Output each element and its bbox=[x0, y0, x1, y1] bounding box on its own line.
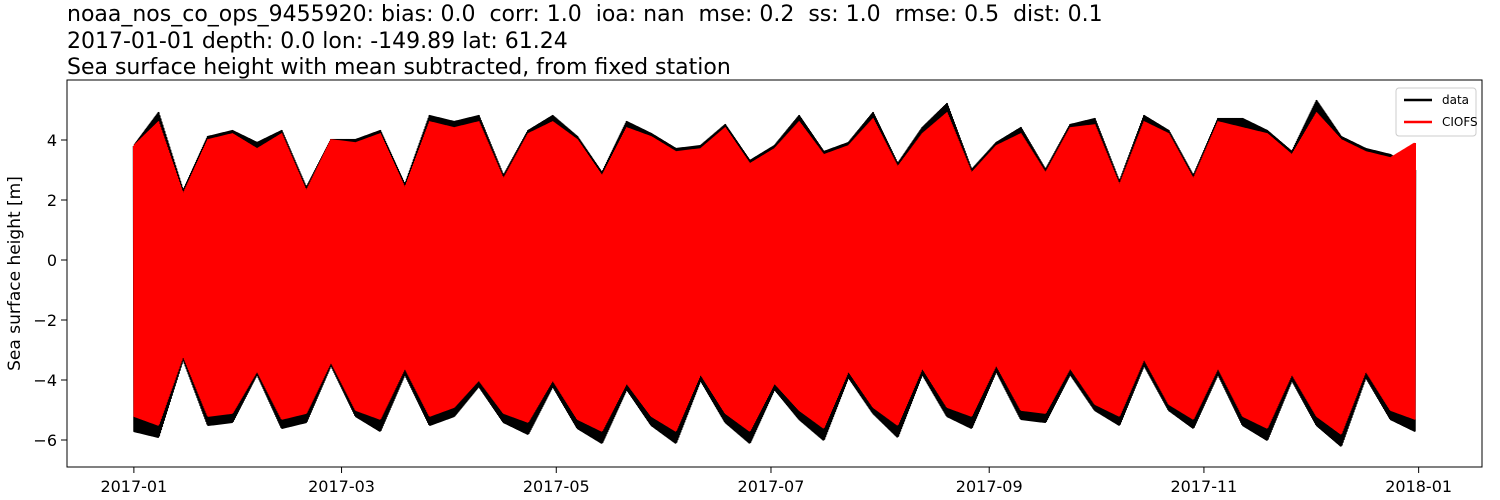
y-tick-label: −4 bbox=[33, 371, 57, 390]
series-layer bbox=[132, 99, 1417, 447]
x-axis: 2017-01 2017-03 2017-05 2017-07 2017-09 2017-… bbox=[100, 467, 1452, 496]
series-line-ciofs bbox=[132, 112, 1417, 435]
y-axis: −6 −4 −2 0 2 4 bbox=[33, 131, 67, 450]
x-tick-label: 2017-07 bbox=[738, 477, 805, 496]
x-tick-label: 2017-09 bbox=[956, 477, 1023, 496]
x-tick-label: 2017-01 bbox=[100, 477, 167, 496]
y-axis-label: Sea surface height [m] bbox=[5, 176, 25, 371]
plot-area-frame bbox=[66, 79, 1483, 468]
chart-title-line-2: 2017-01-01 depth: 0.0 lon: -149.89 lat: … bbox=[67, 29, 568, 54]
chart-title-line-1: noaa_nos_co_ops_9455920: bias: 0.0 corr:… bbox=[67, 2, 1103, 27]
x-tick-label: 2018-01 bbox=[1385, 477, 1452, 496]
y-tick-label: 0 bbox=[47, 251, 57, 270]
chart-title-line-3: Sea surface height with mean subtracted,… bbox=[67, 55, 731, 80]
y-tick-label: −6 bbox=[33, 431, 57, 450]
legend: data CIOFS bbox=[1395, 87, 1478, 137]
legend-label-ciofs: CIOFS bbox=[1442, 115, 1478, 129]
x-tick-label: 2017-11 bbox=[1170, 477, 1237, 496]
x-tick-label: 2017-05 bbox=[523, 477, 590, 496]
y-tick-label: 4 bbox=[47, 131, 57, 150]
legend-label-data: data bbox=[1442, 93, 1469, 107]
x-tick-label: 2017-03 bbox=[308, 477, 375, 496]
y-tick-label: −2 bbox=[33, 311, 57, 330]
y-tick-label: 2 bbox=[47, 191, 57, 210]
